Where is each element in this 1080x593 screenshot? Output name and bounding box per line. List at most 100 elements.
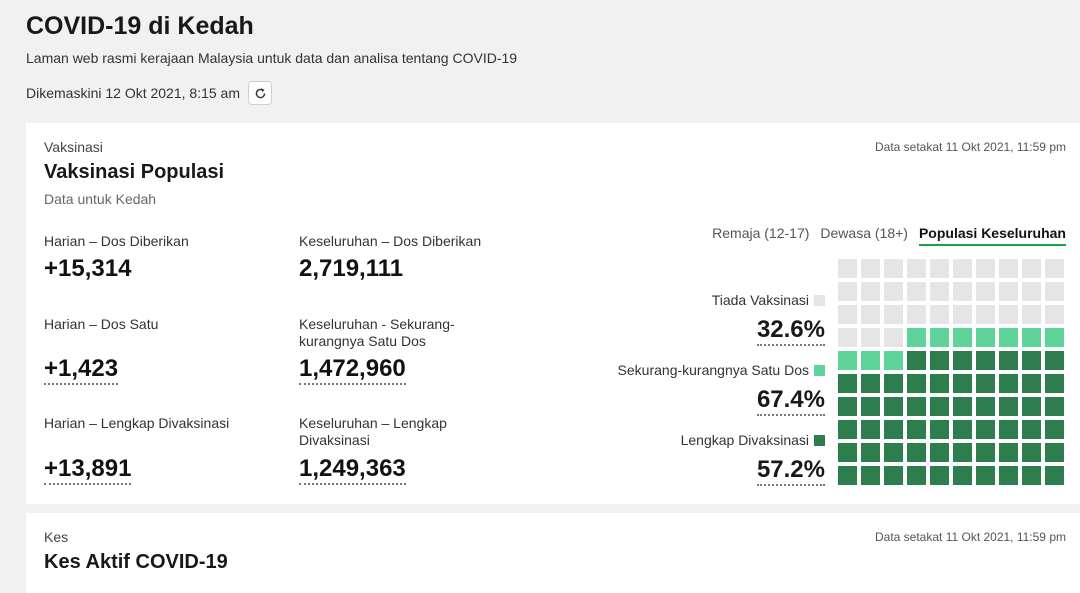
waffle-cell	[976, 282, 995, 301]
legend-fully-vaccinated-label: Lengkap Divaksinasi	[680, 432, 809, 448]
waffle-cell	[953, 282, 972, 301]
waffle-cell	[861, 328, 880, 347]
waffle-cell	[1022, 466, 1041, 485]
waffle-cell	[1045, 259, 1064, 278]
waffle-cell	[953, 420, 972, 439]
last-updated-row: Dikemaskini 12 Okt 2021, 8:15 am	[26, 81, 272, 105]
waffle-cell	[884, 466, 903, 485]
waffle-cell	[907, 305, 926, 324]
waffle-cell	[907, 282, 926, 301]
tab-adults[interactable]: Dewasa (18+)	[820, 225, 908, 241]
waffle-cell	[1022, 351, 1041, 370]
legend-one-dose-percent[interactable]: 67.4%	[756, 387, 825, 416]
legend-fully-vaccinated-percent[interactable]: 57.2%	[756, 457, 825, 486]
waffle-cell	[907, 466, 926, 485]
waffle-cell	[953, 305, 972, 324]
legend-fully-vaccinated-swatch	[814, 434, 825, 446]
waffle-cell	[999, 443, 1018, 462]
waffle-cell	[1045, 374, 1064, 393]
waffle-cell	[953, 466, 972, 485]
waffle-cell	[884, 397, 903, 416]
waffle-cell	[838, 443, 857, 462]
data-date: Data setakat 11 Okt 2021, 11:59 pm	[874, 530, 1066, 544]
waffle-cell	[1022, 259, 1041, 278]
waffle-cell	[930, 328, 949, 347]
waffle-cell	[930, 443, 949, 462]
card-subtitle: Data untuk Kedah	[44, 191, 157, 207]
waffle-cell	[999, 305, 1018, 324]
waffle-cell	[861, 351, 880, 370]
waffle-cell	[838, 305, 857, 324]
section-label: Kes	[44, 529, 69, 545]
waffle-cell	[1022, 443, 1041, 462]
page-subtitle: Laman web rasmi kerajaan Malaysia untuk …	[26, 50, 518, 66]
stat-value-total-one-dose[interactable]: 1,472,960	[299, 356, 406, 385]
waffle-cell	[976, 420, 995, 439]
waffle-cell	[907, 328, 926, 347]
waffle-cell	[930, 282, 949, 301]
waffle-cell	[838, 374, 857, 393]
waffle-cell	[953, 328, 972, 347]
waffle-cell	[953, 351, 972, 370]
waffle-cell	[976, 328, 995, 347]
waffle-cell	[930, 374, 949, 393]
waffle-cell	[999, 351, 1018, 370]
waffle-cell	[884, 328, 903, 347]
waffle-cell	[930, 397, 949, 416]
card-title: Kes Aktif COVID-19	[44, 551, 228, 573]
waffle-cell	[861, 282, 880, 301]
waffle-cell	[930, 351, 949, 370]
waffle-cell	[1045, 443, 1064, 462]
waffle-cell	[1045, 328, 1064, 347]
waffle-cell	[907, 374, 926, 393]
tab-teens[interactable]: Remaja (12-17)	[712, 225, 810, 241]
stat-label-daily-dose-one: Harian – Dos Satu	[44, 316, 159, 332]
waffle-cell	[953, 259, 972, 278]
waffle-cell	[930, 259, 949, 278]
waffle-cell	[907, 443, 926, 462]
waffle-cell	[884, 443, 903, 462]
waffle-cell	[838, 351, 857, 370]
waffle-cell	[1045, 351, 1064, 370]
vaccination-card: Vaksinasi Vaksinasi Populasi Data untuk …	[26, 123, 1080, 504]
waffle-cell	[1022, 305, 1041, 324]
population-tabs: Remaja (12-17) Dewasa (18+) Populasi Kes…	[701, 225, 1066, 246]
waffle-cell	[884, 259, 903, 278]
section-label: Vaksinasi	[44, 139, 103, 155]
waffle-cell	[953, 443, 972, 462]
stat-value-daily-fully-vaccinated[interactable]: +13,891	[44, 456, 132, 485]
legend-unvaccinated: Tiada Vaksinasi	[712, 292, 825, 308]
waffle-cell	[999, 282, 1018, 301]
waffle-cell	[1022, 420, 1041, 439]
last-updated-text: Dikemaskini 12 Okt 2021, 8:15 am	[26, 85, 240, 101]
legend-one-dose-label: Sekurang-kurangnya Satu Dos	[617, 362, 809, 378]
waffle-cell	[953, 397, 972, 416]
stat-value-total-fully-vaccinated[interactable]: 1,249,363	[299, 456, 406, 485]
refresh-button[interactable]	[248, 81, 272, 105]
waffle-cell	[1022, 282, 1041, 301]
waffle-cell	[1045, 282, 1064, 301]
card-title: Vaksinasi Populasi	[44, 161, 225, 183]
waffle-cell	[838, 420, 857, 439]
legend-unvaccinated-percent[interactable]: 32.6%	[756, 317, 825, 346]
waffle-cell	[1045, 305, 1064, 324]
waffle-cell	[838, 397, 857, 416]
waffle-cell	[976, 443, 995, 462]
waffle-cell	[999, 420, 1018, 439]
waffle-cell	[884, 374, 903, 393]
waffle-cell	[1022, 328, 1041, 347]
waffle-cell	[907, 420, 926, 439]
waffle-cell	[1045, 397, 1064, 416]
legend-one-dose: Sekurang-kurangnya Satu Dos	[618, 362, 825, 378]
waffle-cell	[838, 466, 857, 485]
stat-label-daily-doses: Harian – Dos Diberikan	[44, 233, 189, 249]
waffle-cell	[861, 420, 880, 439]
cases-card: Kes Kes Aktif COVID-19 Data setakat 11 O…	[26, 513, 1080, 593]
tab-total-population[interactable]: Populasi Keseluruhan	[918, 225, 1066, 246]
waffle-cell	[861, 374, 880, 393]
waffle-cell	[884, 420, 903, 439]
waffle-cell	[861, 397, 880, 416]
waffle-cell	[976, 259, 995, 278]
stat-value-daily-dose-one[interactable]: +1,423	[44, 356, 119, 385]
legend-unvaccinated-label: Tiada Vaksinasi	[711, 292, 809, 308]
